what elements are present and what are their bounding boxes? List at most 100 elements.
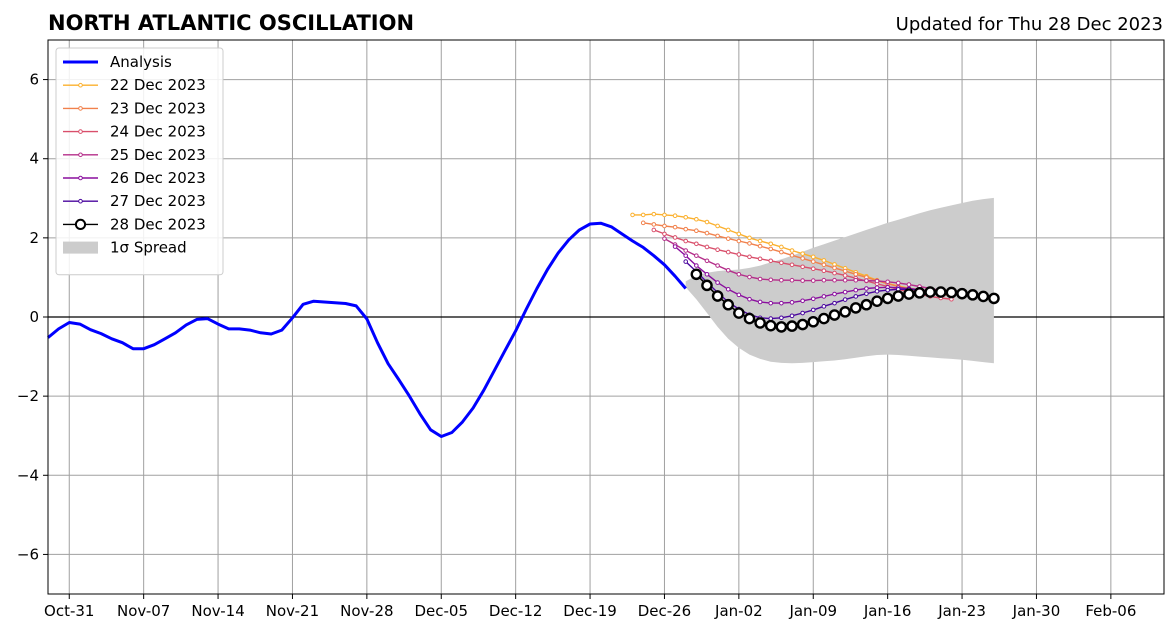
forecast-point xyxy=(849,302,862,314)
forecast-point xyxy=(640,220,646,226)
forecast-point xyxy=(736,238,742,244)
forecast-point xyxy=(956,287,968,300)
x-tick-label: Nov-07 xyxy=(117,602,170,620)
forecast-point xyxy=(885,279,890,285)
x-tick-label: Nov-14 xyxy=(191,602,244,620)
forecast-point xyxy=(747,296,752,302)
forecast-point xyxy=(701,279,713,292)
forecast-point xyxy=(821,268,827,274)
forecast-point xyxy=(895,280,901,286)
forecast-point xyxy=(807,315,820,328)
forecast-point xyxy=(704,230,710,236)
forecast-point xyxy=(821,277,827,283)
forecast-point xyxy=(860,298,873,311)
x-tick-label: Feb-06 xyxy=(1085,602,1136,620)
forecast-point xyxy=(725,268,731,273)
forecast-point xyxy=(725,287,731,292)
forecast-point xyxy=(935,286,947,298)
forecast-line xyxy=(664,237,952,294)
forecast-point xyxy=(733,307,745,319)
forecast-point xyxy=(747,274,752,280)
y-tick-label: 0 xyxy=(29,308,39,326)
forecast-point xyxy=(736,231,742,237)
forecast-point xyxy=(768,316,774,321)
x-tick-label: Jan-23 xyxy=(937,602,986,620)
x-tick-label: Jan-02 xyxy=(714,602,763,620)
forecast-point xyxy=(672,235,678,240)
forecast-point xyxy=(913,287,926,299)
forecast-point xyxy=(810,266,816,272)
x-tick-label: Jan-30 xyxy=(1012,602,1061,620)
forecast-point xyxy=(977,290,990,303)
forecast-point xyxy=(694,216,699,222)
forecast-point xyxy=(779,249,784,255)
forecast-layer xyxy=(630,211,1000,333)
legend-swatch-marker xyxy=(78,175,83,181)
x-tick-label: Dec-26 xyxy=(638,602,692,620)
forecast-series xyxy=(690,268,1000,333)
forecast-point xyxy=(662,231,667,237)
forecast-point xyxy=(800,256,805,261)
legend-label: 26 Dec 2023 xyxy=(110,169,206,187)
forecast-point xyxy=(779,244,784,250)
forecast-point xyxy=(821,258,827,263)
forecast-point xyxy=(828,309,841,321)
forecast-point xyxy=(711,290,724,302)
forecast-point xyxy=(704,244,710,250)
forecast-point xyxy=(779,260,784,266)
forecast-point xyxy=(764,319,777,332)
analysis-line xyxy=(47,221,687,438)
legend-swatch-marker xyxy=(78,198,83,204)
forecast-point xyxy=(630,212,635,218)
forecast-point xyxy=(757,276,763,282)
legend-swatch-marker xyxy=(78,82,83,88)
legend-swatch-marker xyxy=(78,106,83,111)
forecast-point xyxy=(842,268,848,274)
forecast-point xyxy=(779,277,784,283)
forecast-point xyxy=(694,263,699,268)
forecast-point xyxy=(715,223,720,229)
legend-label: Analysis xyxy=(110,53,172,71)
forecast-point xyxy=(818,312,830,325)
legend-swatch-marker xyxy=(78,129,83,134)
x-tick-label: Dec-12 xyxy=(489,602,543,620)
legend-label: 24 Dec 2023 xyxy=(110,123,206,141)
forecast-point xyxy=(832,265,837,271)
y-tick-label: −6 xyxy=(17,545,39,563)
forecast-point xyxy=(786,320,798,332)
forecast-point xyxy=(662,223,667,229)
x-tick-label: Dec-19 xyxy=(563,602,617,620)
forecast-point xyxy=(810,254,816,260)
chart-title: NORTH ATLANTIC OSCILLATION xyxy=(48,11,414,35)
chart-subtitle: Updated for Thu 28 Dec 2023 xyxy=(896,14,1163,35)
forecast-point xyxy=(768,277,774,283)
x-tick-label: Oct-31 xyxy=(44,602,94,620)
forecast-point xyxy=(683,226,689,232)
forecast-point xyxy=(832,262,837,267)
forecast-point xyxy=(694,253,699,258)
forecast-point xyxy=(640,212,646,218)
forecast-point xyxy=(853,271,859,277)
forecast-point xyxy=(672,224,678,230)
forecast-point xyxy=(757,238,763,244)
forecast-point xyxy=(672,244,678,249)
forecast-point xyxy=(874,278,880,284)
forecast-point xyxy=(683,238,689,244)
forecast-point xyxy=(694,228,699,234)
forecast-point xyxy=(651,227,657,233)
forecast-point xyxy=(768,300,774,306)
forecast-point xyxy=(832,291,837,297)
forecast-point xyxy=(683,248,689,253)
forecast-point xyxy=(715,280,720,285)
forecast-point xyxy=(725,227,731,233)
y-tick-label: −4 xyxy=(17,466,39,484)
forecast-point xyxy=(736,252,742,257)
legend-box xyxy=(55,47,224,276)
legend-swatch-spread xyxy=(63,241,98,254)
x-tick-label: Dec-05 xyxy=(414,602,468,620)
forecast-point xyxy=(757,299,763,305)
forecast-point xyxy=(757,243,763,249)
forecast-point xyxy=(800,310,805,316)
forecast-point xyxy=(754,317,766,329)
